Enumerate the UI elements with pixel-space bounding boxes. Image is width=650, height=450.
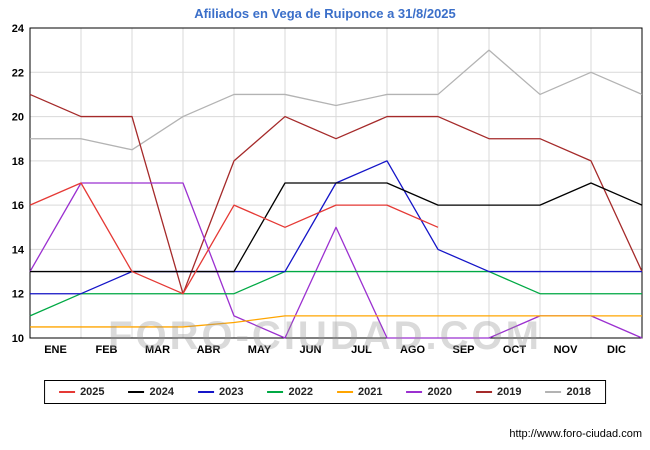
y-tick-label: 20 [12,112,24,124]
legend-swatch-2018 [545,391,562,393]
legend-label-2021: 2021 [358,386,383,398]
legend-label-2024: 2024 [149,386,175,398]
x-tick-label: FEB [96,344,118,356]
legend-label-2020: 2020 [427,386,452,398]
x-tick-label: AGO [400,344,426,356]
y-tick-label: 24 [12,23,25,35]
legend-item-2021: 2021 [337,386,382,398]
series-line-2021 [30,315,642,328]
y-tick-label: 16 [12,200,24,212]
series-line-2025 [29,182,439,295]
x-tick-label: ABR [197,344,221,356]
x-tick-label: NOV [554,344,579,356]
x-tick-label: JUN [299,344,321,356]
x-tick-label: JUL [351,344,372,356]
footer-link[interactable]: http://www.foro-ciudad.com [509,428,642,440]
series-line-2019 [29,93,643,295]
x-tick-label: SEP [452,344,474,356]
x-tick-label: DIC [607,344,626,356]
y-tick-label: 14 [12,244,25,256]
x-tick-label: ENE [44,344,67,356]
y-tick-label: 22 [12,67,24,79]
line-chart: 10 12 14 16 18 20 22 24 ENE FEB MAR ABR MAY JUN JUL AGO… [12,23,643,356]
legend-swatch-2025 [59,391,76,393]
legend-item-2019: 2019 [475,386,522,398]
legend-swatch-2021 [337,391,353,393]
legend-swatch-2022 [267,391,284,393]
legend-item-2023: 2023 [198,386,244,398]
legend-swatch-2020 [406,391,423,393]
x-tick-label: OCT [503,344,527,356]
x-tick-label: MAY [248,344,272,356]
legend-label-2018: 2018 [566,386,591,398]
legend-label-2019: 2019 [496,386,522,398]
legend: 2025 2024 2023 2022 2021 2020 2019 2018 [44,380,606,404]
y-tick-label: 10 [12,333,24,345]
legend-label-2022: 2022 [288,386,313,398]
series-line-2018 [30,49,643,151]
legend-label-2025: 2025 [80,386,105,398]
chart-title: Afiliados en Vega de Ruiponce a 31/8/202… [194,6,456,21]
y-tick-label: 12 [12,289,24,301]
legend-item-2018: 2018 [545,386,591,398]
legend-swatch-2024 [128,391,145,393]
y-tick-label: 18 [12,156,24,168]
legend-swatch-2019 [475,391,492,393]
series-line-2022 [29,270,642,317]
legend-item-2020: 2020 [406,386,452,398]
legend-item-2024: 2024 [128,386,175,398]
x-tick-label: MAR [145,344,170,356]
legend-label-2023: 2023 [219,386,244,398]
legend-item-2022: 2022 [267,386,313,398]
legend-swatch-2023 [198,391,215,393]
legend-item-2025: 2025 [59,386,105,398]
